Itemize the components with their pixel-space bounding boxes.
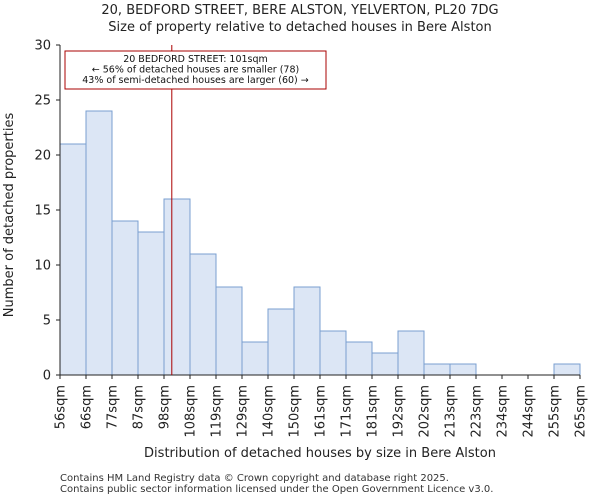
bar-129sqm <box>241 341 269 376</box>
x-tick-label-213sqm: 213sqm <box>444 385 459 438</box>
y-tick-label-30: 30 <box>34 39 51 54</box>
y-tick-label-25: 25 <box>34 94 51 109</box>
bar-192sqm <box>397 330 425 376</box>
annotation-line-2: ← 56% of detached houses are smaller (78… <box>92 65 299 76</box>
bar-66sqm <box>85 110 113 376</box>
bar-150sqm <box>293 286 321 376</box>
x-tick-label-181sqm: 181sqm <box>366 385 381 438</box>
x-axis-title: Distribution of detached houses by size … <box>144 446 496 461</box>
x-tick-label-66sqm: 66sqm <box>80 385 95 429</box>
x-tick-label-150sqm: 150sqm <box>288 385 303 438</box>
x-tick-label-171sqm: 171sqm <box>340 385 355 438</box>
x-tick-label-265sqm: 265sqm <box>574 385 589 438</box>
chart-subtitle: Size of property relative to detached ho… <box>108 20 492 35</box>
bar-108sqm <box>189 253 217 376</box>
bar-213sqm <box>449 363 477 376</box>
y-tick-label-0: 0 <box>43 369 51 384</box>
x-tick-label-56sqm: 56sqm <box>54 385 69 429</box>
x-tick-label-87sqm: 87sqm <box>132 385 147 429</box>
x-tick-label-98sqm: 98sqm <box>158 385 173 429</box>
x-tick-label-119sqm: 119sqm <box>210 385 225 438</box>
bar-181sqm <box>371 352 399 376</box>
y-tick-label-20: 20 <box>34 149 51 164</box>
footer: Contains HM Land Registry data © Crown c… <box>60 473 493 495</box>
chart-title-block: 20, BEDFORD STREET, BERE ALSTON, YELVERT… <box>0 2 600 36</box>
x-tick-label-234sqm: 234sqm <box>496 385 511 438</box>
x-tick-label-192sqm: 192sqm <box>392 385 407 438</box>
bar-140sqm <box>267 308 295 376</box>
bar-87sqm <box>137 231 165 376</box>
bar-119sqm <box>215 286 243 376</box>
y-axis-title: Number of detached properties <box>2 113 17 318</box>
annotation-line-1: 20 BEDFORD STREET: 101sqm <box>123 54 268 65</box>
bar-171sqm <box>345 341 373 376</box>
x-tick-label-161sqm: 161sqm <box>314 385 329 438</box>
x-tick-label-108sqm: 108sqm <box>184 385 199 438</box>
bar-98sqm <box>163 198 191 376</box>
bar-255sqm <box>553 363 581 376</box>
y-tick-label-10: 10 <box>34 259 51 274</box>
x-tick-label-223sqm: 223sqm <box>470 385 485 438</box>
chart-title: 20, BEDFORD STREET, BERE ALSTON, YELVERT… <box>101 3 499 18</box>
x-tick-label-244sqm: 244sqm <box>522 385 537 438</box>
y-tick-label-15: 15 <box>34 204 51 219</box>
annotation-box <box>64 50 327 90</box>
x-tick-label-77sqm: 77sqm <box>106 385 121 429</box>
footer-line-1: Contains HM Land Registry data © Crown c… <box>60 473 449 484</box>
annotation-line-3: 43% of semi-detached houses are larger (… <box>82 75 309 86</box>
y-tick-label-5: 5 <box>43 314 51 329</box>
x-tick-label-202sqm: 202sqm <box>418 385 433 438</box>
bar-202sqm <box>423 363 451 376</box>
bar-77sqm <box>111 220 139 376</box>
bar-161sqm <box>319 330 347 376</box>
footer-line-2: Contains public sector information licen… <box>60 484 494 495</box>
bar-56sqm <box>59 143 87 376</box>
x-tick-label-129sqm: 129sqm <box>236 385 251 438</box>
x-tick-label-140sqm: 140sqm <box>262 385 277 438</box>
x-tick-label-255sqm: 255sqm <box>548 385 563 438</box>
